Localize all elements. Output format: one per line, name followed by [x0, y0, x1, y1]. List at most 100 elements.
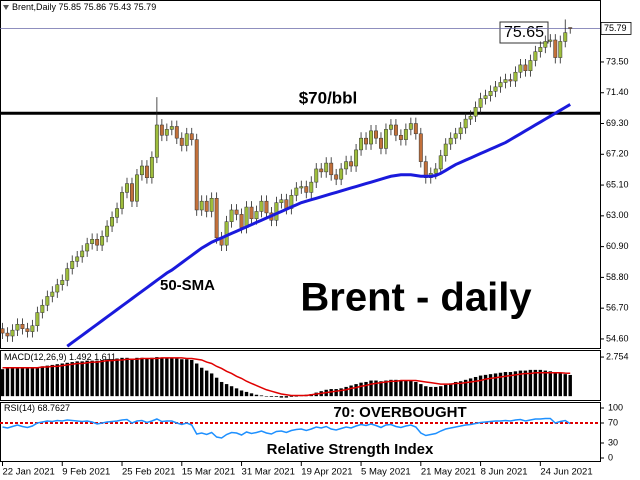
macd-bar — [25, 367, 30, 397]
macd-bar — [110, 359, 114, 397]
macd-bar — [369, 380, 373, 397]
header-high: 75.86 — [84, 2, 107, 12]
macd-bar — [239, 390, 244, 397]
candle-body — [398, 134, 403, 140]
macd-bar — [55, 364, 59, 397]
candle-body — [538, 47, 543, 52]
y-tick-label: 58.80 — [606, 272, 629, 282]
rsi-line — [2, 417, 571, 439]
candle-body — [448, 137, 453, 145]
candle-body — [254, 211, 259, 220]
candle-body — [498, 82, 503, 88]
candle-body — [453, 133, 458, 139]
macd-bar — [190, 359, 194, 397]
candle-body — [493, 86, 498, 92]
candle-body — [418, 133, 423, 162]
candle-body — [249, 206, 254, 220]
candle-body — [214, 198, 219, 239]
macd-bar — [294, 396, 299, 397]
x-tick-label: 22 Jan 2021 — [3, 467, 55, 478]
macd-bar — [249, 393, 254, 397]
macd-bar — [359, 382, 363, 397]
candle-body — [528, 60, 533, 72]
macd-bar — [160, 357, 164, 397]
candle-body — [15, 324, 20, 331]
y-tick-label: 2.754 — [606, 351, 629, 361]
candle-body — [433, 168, 438, 174]
y-tick-label: 30 — [608, 437, 618, 447]
y-tick-label: 100 — [608, 402, 623, 412]
candle-body — [468, 115, 473, 120]
symbol-icon — [3, 5, 9, 10]
macd-bar — [339, 388, 343, 397]
macd-bar — [274, 396, 279, 397]
macd-bar — [45, 365, 50, 397]
macd-bar — [284, 396, 289, 398]
macd-bar — [498, 372, 503, 397]
candle-body — [174, 126, 179, 139]
x-tick-label: 15 Mar 2021 — [182, 467, 235, 478]
candle-body — [533, 51, 538, 61]
macd-bar — [115, 358, 119, 397]
rsi-label: RSI(14) — [4, 403, 35, 413]
candle-body — [518, 64, 523, 73]
macd-bar — [548, 371, 552, 397]
macd-bar — [200, 367, 204, 397]
candle-body — [229, 209, 234, 222]
candle-body — [458, 127, 463, 135]
y-tick-label: 71.40 — [606, 87, 629, 97]
candle-body — [388, 124, 393, 130]
macd-bar — [90, 360, 94, 397]
macd-bar — [533, 369, 538, 397]
macd-bar — [389, 379, 393, 397]
macd-bar — [503, 372, 508, 397]
signal-value: 1.611 — [94, 352, 116, 362]
macd-bar — [15, 367, 20, 397]
candle-body — [105, 225, 110, 237]
macd-label: MACD(12,26,9) — [4, 352, 67, 362]
candle-body — [65, 268, 70, 281]
macd-bar — [349, 385, 353, 397]
macd-bar — [254, 394, 259, 397]
rsi-panel — [0, 402, 601, 462]
candle-body — [339, 168, 344, 180]
candle-body — [30, 325, 35, 332]
macd-bar — [453, 381, 458, 397]
macd-bar — [399, 380, 403, 397]
level-label: 70: OVERBOUGHT — [333, 404, 466, 421]
candle-body — [548, 39, 553, 42]
candle-body — [239, 214, 244, 228]
macd-bar — [528, 369, 533, 397]
candle-body — [25, 328, 30, 332]
macd-bar — [439, 386, 443, 397]
candle-body — [45, 296, 50, 306]
candle-body — [80, 250, 85, 258]
macd-bar — [170, 357, 174, 397]
y-tick-label: 63.00 — [606, 210, 629, 220]
macd-bar — [20, 367, 25, 397]
candle-body — [120, 192, 124, 209]
candle-body — [95, 239, 100, 246]
candle-body — [523, 64, 528, 72]
macd-bar — [429, 386, 433, 397]
candle-body — [473, 107, 478, 117]
candle-body — [110, 217, 115, 227]
macd-bar — [463, 379, 468, 397]
macd-bar — [35, 367, 40, 397]
candle-body — [438, 155, 443, 170]
candle-body — [299, 186, 304, 189]
macd-bar — [195, 363, 199, 397]
sma-label: 50-SMA — [160, 277, 215, 294]
candle-body — [194, 139, 199, 211]
macd-bar — [289, 396, 294, 397]
y-tick-label: 54.60 — [606, 333, 629, 343]
rsi-header: RSI(14) 68.7627 — [4, 403, 70, 413]
level-label: $70/bbl — [299, 89, 358, 108]
signal-line — [2, 357, 571, 397]
macd-bar — [334, 389, 338, 397]
macd-bar — [185, 359, 189, 397]
macd-bar — [394, 379, 398, 397]
macd-bar — [95, 360, 99, 397]
